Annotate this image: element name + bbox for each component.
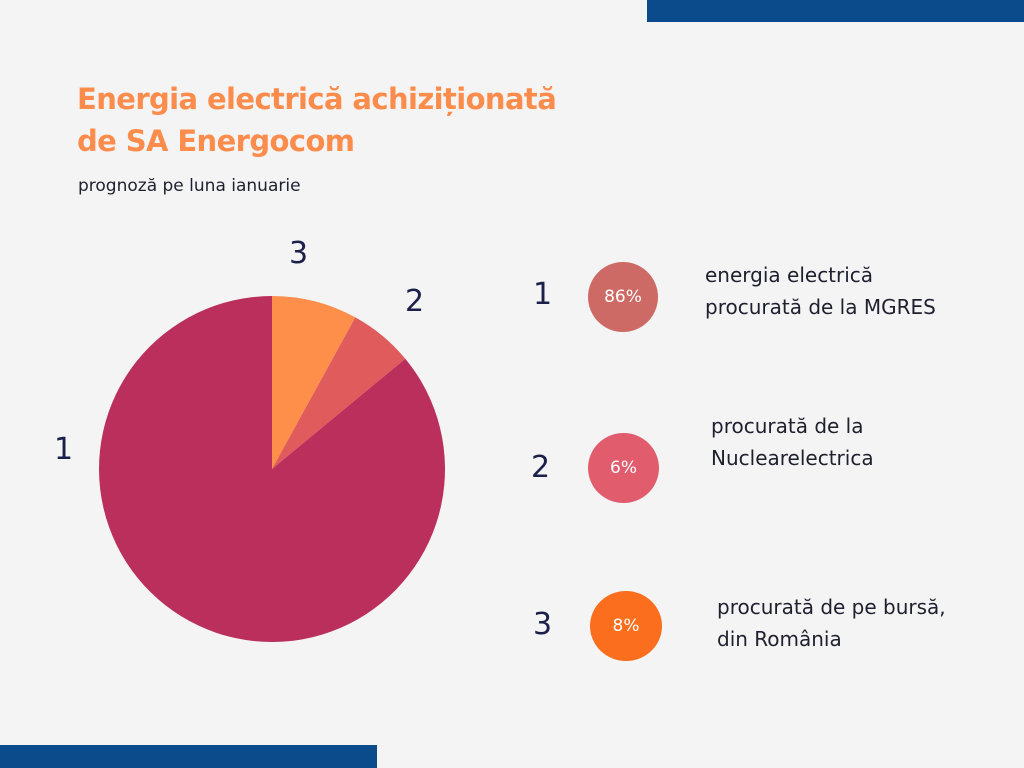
legend-text-3: procurată de pe bursă, din România	[717, 591, 946, 655]
legend-text-2-line-2: Nuclearelectrica	[711, 446, 874, 470]
legend-badge-3: 8%	[590, 591, 662, 661]
pie-slice-1	[98, 296, 445, 642]
legend-percent-1: 86%	[604, 287, 642, 307]
chart-title: Energia electrică achiziționată de SA En…	[77, 78, 637, 162]
pie-label-3: 3	[289, 236, 309, 271]
chart-title-line-2: de SA Energocom	[77, 124, 355, 158]
legend-number-2: 2	[531, 450, 551, 485]
legend-badge-2: 6%	[588, 433, 659, 503]
legend-badge-1: 86%	[588, 262, 658, 332]
pie-slice-3	[272, 296, 356, 469]
top-accent-bar	[647, 0, 1024, 22]
legend-text-1-line-2: procurată de la MGRES	[705, 295, 936, 319]
legend-text-3-line-2: din România	[717, 627, 842, 651]
legend-text-2-line-1: procurată de la	[711, 414, 864, 438]
pie-slice-2	[272, 317, 406, 469]
bottom-accent-bar	[0, 745, 377, 768]
pie-label-2: 2	[405, 284, 425, 319]
chart-title-line-1: Energia electrică achiziționată	[77, 82, 557, 116]
legend-text-1: energia electrică procurată de la MGRES	[705, 259, 936, 323]
legend-text-1-line-1: energia electrică	[705, 263, 874, 287]
legend-percent-2: 6%	[610, 458, 637, 478]
legend-number-3: 3	[533, 607, 553, 642]
legend-percent-3: 8%	[612, 616, 640, 636]
chart-subtitle: prognoză pe luna ianuarie	[78, 176, 301, 196]
legend-text-2: procurată de la Nuclearelectrica	[711, 410, 874, 474]
legend-text-3-line-1: procurată de pe bursă,	[717, 595, 946, 619]
legend-number-1: 1	[533, 277, 553, 312]
pie-label-1: 1	[54, 432, 74, 467]
